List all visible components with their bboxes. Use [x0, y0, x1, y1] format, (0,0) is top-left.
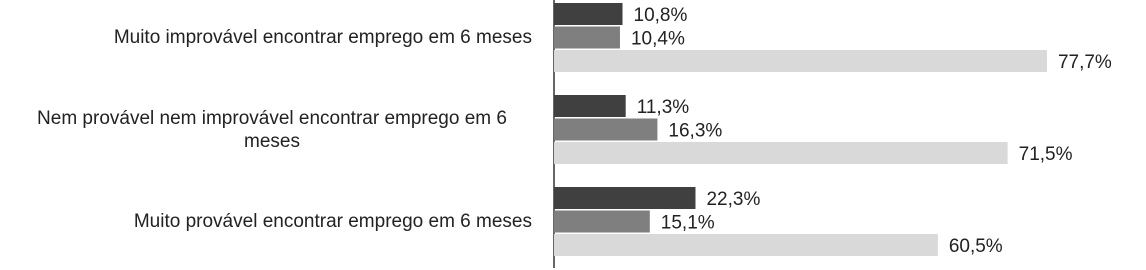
category-label: Nem provável nem improvável encontrar em… — [0, 95, 532, 164]
category-text: Nem provável nem improvável encontrar em… — [37, 107, 507, 152]
value-label: 15,1% — [661, 213, 715, 234]
value-label: 71,5% — [1019, 144, 1073, 165]
value-label: 77,7% — [1058, 52, 1112, 73]
value-label: 60,5% — [949, 236, 1003, 257]
value-label: 11,3% — [637, 97, 690, 118]
value-label: 16,3% — [668, 121, 722, 142]
bar — [554, 95, 626, 117]
bar — [554, 26, 620, 49]
bar — [554, 210, 650, 233]
category-text: Muito provável encontrar emprego em 6 me… — [133, 211, 532, 232]
bar — [554, 50, 1047, 72]
value-label: 10,8% — [634, 5, 688, 26]
bar — [554, 118, 658, 141]
bar — [554, 142, 1008, 164]
bar — [554, 3, 623, 25]
bar — [554, 187, 696, 209]
category-label: Muito provável encontrar emprego em 6 me… — [0, 187, 532, 256]
bar — [554, 234, 938, 256]
category-text: Muito improvável encontrar emprego em 6 … — [113, 27, 532, 48]
value-label: 22,3% — [706, 189, 760, 210]
value-label: 10,4% — [631, 29, 685, 50]
category-label: Muito improvável encontrar emprego em 6 … — [0, 3, 532, 72]
